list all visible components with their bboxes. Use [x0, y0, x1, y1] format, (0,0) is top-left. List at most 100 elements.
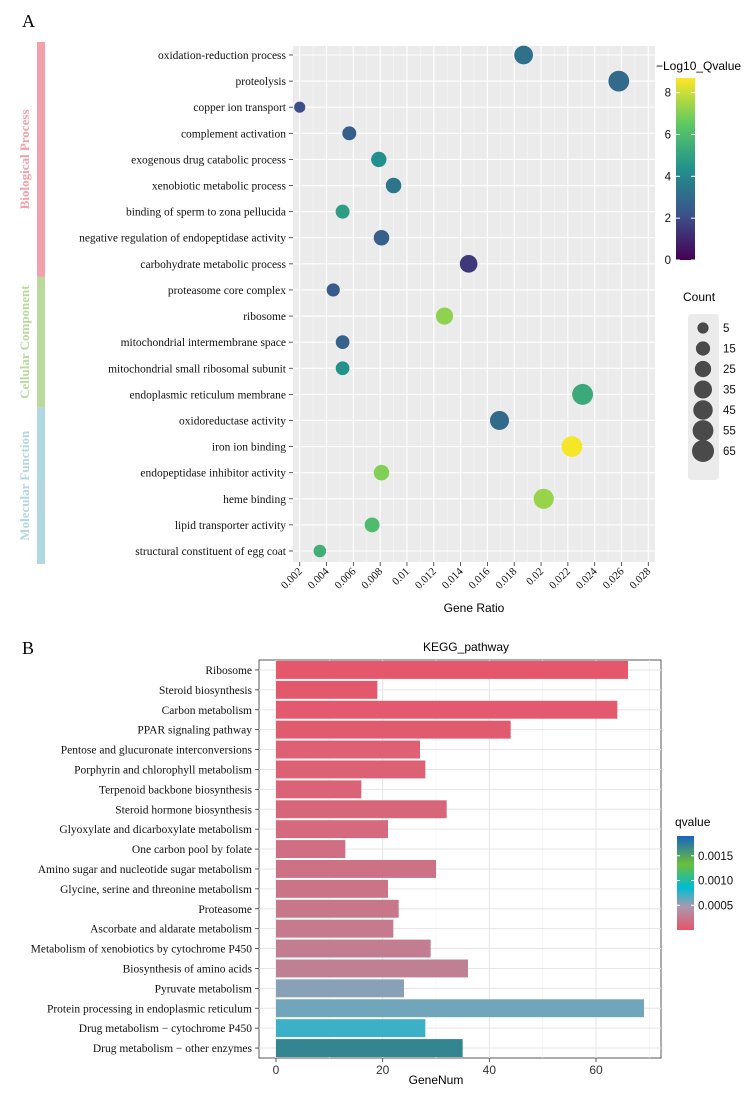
qvalue-legend-tick-label: 0.0015 [698, 851, 733, 863]
x-tick-label: 0.01 [390, 566, 412, 588]
go-term-label: lipid transporter activity [175, 520, 286, 532]
size-legend-a-title: Count [683, 290, 716, 304]
kegg-bar [276, 700, 618, 719]
x-tick-label: 0.008 [359, 565, 385, 591]
color-legend-a-tick-label: 6 [665, 129, 671, 141]
size-legend-a: Count 5 15 25 35 45 55 65 [683, 290, 736, 480]
go-term-label: mitochondrial small ribosomal subunit [108, 363, 287, 375]
kegg-bar [276, 800, 447, 819]
go-term-label: exogenous drug catabolic process [131, 154, 286, 166]
go-category-bar [37, 276, 45, 408]
x-tick-label: 0.024 [574, 565, 600, 591]
go-point [561, 436, 583, 457]
color-legend-a: −Log10_Qvalue 0 2 4 6 8 [656, 59, 741, 267]
go-term-label: endoplasmic reticulum membrane [130, 389, 286, 401]
go-term-label: oxidoreductase activity [179, 415, 286, 427]
go-term-label: iron ion binding [212, 442, 286, 454]
kegg-bar [276, 1019, 426, 1038]
qvalue-legend-bar [677, 836, 694, 930]
go-point [326, 283, 340, 297]
kegg-pathway-label: Steroid hormone biosynthesis [115, 804, 252, 816]
x-tick-label: 0.002 [279, 566, 305, 592]
size-legend-label: 45 [723, 405, 736, 417]
go-category-label: Cellular Component [17, 285, 32, 399]
go-point [335, 361, 350, 376]
kegg-pathway-label: Glyoxylate and dicarboxylate metabolism [59, 824, 252, 836]
go-category-label: Molecular Function [17, 430, 32, 541]
kegg-bar [276, 840, 346, 859]
go-point [294, 101, 306, 113]
size-legend-dot [692, 440, 714, 462]
kegg-bar [276, 899, 399, 918]
kegg-bar [276, 999, 644, 1018]
color-legend-a-tick-label: 8 [665, 88, 671, 100]
go-point [533, 488, 554, 509]
kegg-pathway-label: Drug metabolism − other enzymes [93, 1043, 253, 1055]
go-point [459, 254, 478, 273]
x-tick-label: 0.014 [440, 565, 466, 591]
panel-b-label: B [22, 638, 34, 658]
go-term-label: binding of sperm to zona pellucida [126, 207, 286, 219]
x-tick-label: 0.028 [627, 565, 653, 591]
kegg-bar [276, 1039, 463, 1058]
go-term-label: complement activation [181, 128, 286, 140]
plot-b-x-ticks: 0 20 40 60 [273, 1058, 603, 1077]
kegg-pathway-label: Pyruvate metabolism [155, 983, 252, 995]
go-term-labels: oxidation-reduction process proteolysis co… [79, 50, 293, 558]
go-category-bar [37, 407, 45, 565]
go-term-label: proteolysis [236, 76, 287, 88]
go-point [514, 45, 533, 65]
x-tick-label: 0.018 [493, 565, 519, 591]
size-legend-dot [693, 400, 713, 420]
kegg-bar [276, 979, 404, 998]
go-point [371, 151, 387, 168]
plot-b-x-axis-label: GeneNum [409, 1073, 464, 1087]
go-term-label: structural constituent of egg coat [135, 546, 287, 558]
go-point [342, 126, 357, 141]
size-legend-dot [693, 380, 713, 399]
size-legend-dot [695, 341, 711, 356]
go-points [294, 45, 630, 558]
go-point [335, 204, 350, 219]
kegg-bars [276, 660, 644, 1058]
go-point [572, 383, 594, 405]
x-tick-label: 0.022 [547, 566, 573, 592]
go-dot-plot: Biological Process Cellular Component Mole… [17, 41, 741, 615]
size-legend-label: 25 [723, 364, 736, 376]
kegg-bar [276, 859, 436, 878]
kegg-bar [276, 740, 420, 759]
plot-b-title: KEGG_pathway [423, 640, 509, 654]
size-legend-label: 65 [723, 446, 736, 458]
kegg-bar [276, 939, 431, 958]
kegg-bar [276, 660, 628, 679]
size-legend-label: 5 [723, 323, 729, 335]
kegg-pathway-label: Pentose and glucuronate interconversions [61, 745, 253, 757]
size-legend-dot [694, 360, 712, 378]
kegg-pathway-label: One carbon pool by folate [132, 844, 252, 856]
go-term-label: mitochondrial intermembrane space [121, 337, 286, 349]
go-term-label: proteasome core complex [168, 285, 286, 297]
x-tick-label: 20 [376, 1063, 390, 1077]
kegg-bar [276, 780, 362, 799]
go-term-label: endopeptidase inhibitor activity [140, 468, 286, 480]
kegg-bar [276, 879, 388, 898]
qvalue-legend-tick-label: 0.0010 [698, 876, 733, 888]
plot-a-grid [293, 46, 655, 562]
color-legend-a-title: −Log10_Qvalue [656, 59, 741, 73]
kegg-pathway-label: Drug metabolism − cytochrome P450 [79, 1023, 252, 1035]
kegg-pathway-label: Terpenoid backbone biosynthesis [99, 784, 253, 796]
go-point [364, 517, 380, 533]
go-category-bars: Biological Process Cellular Component Mole… [17, 41, 45, 565]
kegg-bar-chart: KEGG_pathway Ribosome Steroid biosynthesi… [31, 640, 734, 1087]
kegg-pathway-label: Biosynthesis of amino acids [123, 963, 253, 975]
qvalue-legend: qvalue 0.0005 0.0010 0.0015 [675, 815, 733, 930]
size-legend-dot [697, 322, 709, 334]
x-tick-label: 0.026 [601, 565, 627, 591]
x-tick-label: 60 [589, 1063, 603, 1077]
color-legend-a-tick-label: 4 [665, 171, 672, 183]
kegg-bar [276, 760, 426, 779]
go-category-bar [37, 41, 45, 277]
go-point [435, 307, 454, 325]
panel-a-label: A [22, 11, 35, 31]
kegg-bar [276, 680, 378, 699]
